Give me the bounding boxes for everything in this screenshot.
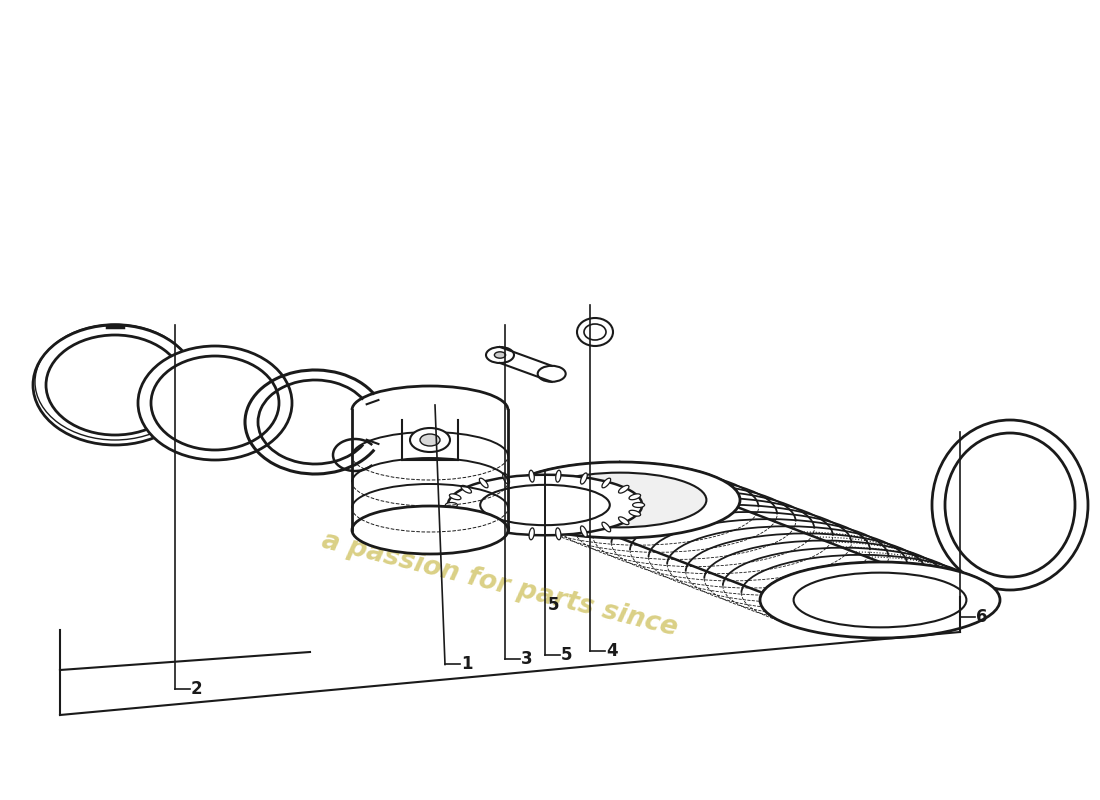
Ellipse shape: [461, 517, 472, 525]
Ellipse shape: [584, 324, 606, 340]
Ellipse shape: [578, 318, 613, 346]
Text: 6: 6: [976, 608, 988, 626]
Ellipse shape: [602, 522, 610, 532]
Ellipse shape: [618, 517, 629, 525]
Ellipse shape: [486, 347, 514, 363]
Ellipse shape: [450, 510, 461, 516]
Ellipse shape: [581, 473, 587, 484]
Ellipse shape: [556, 470, 561, 482]
Ellipse shape: [581, 526, 587, 537]
Ellipse shape: [480, 478, 488, 488]
Text: 2: 2: [191, 680, 202, 698]
Ellipse shape: [446, 502, 458, 507]
Ellipse shape: [420, 434, 440, 446]
Text: a passion for parts since: a passion for parts since: [319, 528, 681, 642]
Ellipse shape: [632, 502, 645, 507]
Ellipse shape: [534, 473, 706, 527]
Ellipse shape: [352, 506, 508, 554]
Ellipse shape: [602, 478, 610, 488]
Ellipse shape: [46, 335, 184, 435]
Text: 5: 5: [548, 596, 560, 614]
Ellipse shape: [480, 522, 488, 532]
Ellipse shape: [448, 474, 642, 535]
Text: 4: 4: [606, 642, 617, 660]
Ellipse shape: [410, 428, 450, 452]
Ellipse shape: [461, 486, 472, 493]
Ellipse shape: [494, 352, 506, 358]
Text: 5: 5: [561, 646, 572, 664]
Ellipse shape: [529, 528, 535, 540]
Ellipse shape: [529, 470, 535, 482]
Ellipse shape: [503, 526, 509, 537]
Ellipse shape: [503, 473, 509, 484]
Ellipse shape: [629, 510, 640, 516]
Ellipse shape: [556, 528, 561, 540]
Ellipse shape: [450, 494, 461, 500]
Text: 3: 3: [521, 650, 532, 668]
Ellipse shape: [481, 485, 609, 525]
Ellipse shape: [138, 346, 292, 460]
Ellipse shape: [538, 366, 565, 382]
Ellipse shape: [151, 356, 279, 450]
Ellipse shape: [793, 573, 967, 627]
Ellipse shape: [760, 562, 1000, 638]
Ellipse shape: [618, 486, 629, 493]
Ellipse shape: [33, 325, 197, 445]
Text: 1: 1: [461, 655, 473, 674]
Ellipse shape: [629, 494, 640, 500]
Ellipse shape: [500, 462, 740, 538]
